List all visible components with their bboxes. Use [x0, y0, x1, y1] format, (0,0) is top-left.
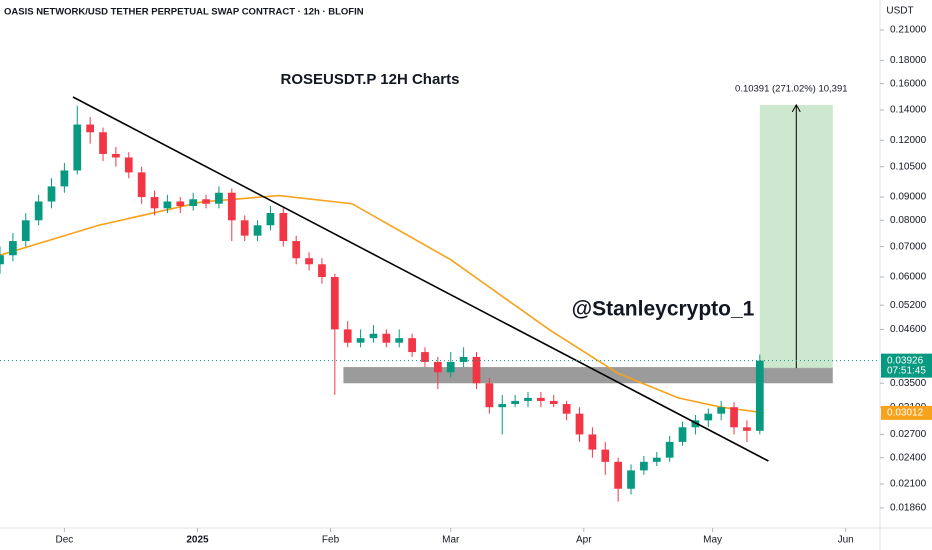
countdown: 07:51:45 — [887, 365, 926, 376]
y-tick-label: 0.08000 — [890, 215, 927, 226]
candle-body — [343, 329, 352, 343]
candle-body — [755, 360, 764, 431]
candle-body — [318, 264, 326, 278]
y-tick-label: 0.16000 — [890, 78, 927, 89]
candle-body — [562, 404, 571, 414]
candle-body — [240, 220, 249, 236]
x-tick-label: Apr — [576, 535, 592, 546]
candle-body — [266, 213, 275, 226]
candle-body — [0, 255, 4, 265]
candle-body — [421, 352, 429, 362]
candle-body — [382, 333, 391, 343]
chart-title: OASIS NETWORK/USD TETHER PERPETUAL SWAP … — [4, 7, 364, 18]
candle-body — [472, 356, 481, 384]
x-tick-label: Mar — [442, 535, 460, 546]
candle-body — [73, 124, 82, 171]
candle-body — [459, 356, 468, 362]
candle-body — [330, 277, 339, 330]
y-tick-label: 0.02100 — [890, 479, 927, 490]
candle-body — [640, 461, 648, 471]
ma-tag — [881, 405, 932, 420]
x-tick-label: 2025 — [186, 535, 209, 546]
candle-body — [511, 400, 519, 405]
candle-body — [150, 197, 159, 209]
candle-body — [163, 201, 172, 209]
candle-body — [369, 333, 378, 339]
y-tick-label: 0.18000 — [890, 55, 927, 66]
candle-body — [524, 397, 532, 401]
y-tick-label: 0.02700 — [890, 429, 927, 440]
arrow-head — [791, 103, 801, 113]
y-tick-label: 0.14000 — [890, 105, 927, 116]
x-tick-label: May — [703, 535, 722, 546]
candle-body — [704, 413, 713, 421]
x-tick-label: Feb — [322, 535, 340, 546]
y-tick-label: 0.09000 — [890, 192, 927, 203]
candle-body — [202, 199, 210, 204]
candle-body — [743, 427, 751, 431]
candle-body — [433, 361, 442, 373]
y-tick-label: 0.05200 — [890, 300, 927, 311]
candle-body — [691, 420, 700, 428]
candle-body — [112, 153, 120, 158]
y-tick-label: 0.02400 — [890, 452, 927, 463]
candle-body — [395, 338, 404, 343]
candle-body — [176, 201, 185, 207]
candle-body — [575, 413, 584, 435]
candle-body — [215, 192, 223, 204]
axis-unit: USDT — [886, 6, 913, 17]
candle-body — [717, 407, 726, 414]
y-tick-label: 0.21000 — [890, 25, 927, 36]
candle-body — [124, 157, 133, 173]
candle-body — [305, 258, 313, 265]
candle-body — [34, 201, 43, 221]
candle-body — [730, 407, 738, 428]
annotation: @Stanleycrypto_1 — [572, 298, 755, 321]
candle-body — [549, 400, 558, 405]
candle-body — [227, 192, 236, 221]
candle-body — [21, 220, 30, 242]
trendline — [72, 96, 769, 462]
ma-label: 0.03012 — [887, 408, 924, 419]
candle-body — [137, 172, 146, 198]
target-label: 0.10391 (271.02%) 10,391 — [735, 83, 848, 94]
candle-body — [86, 124, 95, 133]
candle-body — [99, 132, 107, 154]
last-price-label: 0.03926 — [887, 355, 924, 366]
candle-body — [292, 241, 301, 259]
support-zone — [343, 367, 833, 384]
candle-body — [485, 383, 494, 408]
y-tick-label: 0.04600 — [890, 324, 927, 335]
y-tick-label: 0.06000 — [890, 272, 927, 283]
y-tick-label: 0.07000 — [890, 241, 927, 252]
y-tick-label: 0.03500 — [890, 378, 927, 389]
last-price-tag — [881, 353, 932, 378]
candle-body — [408, 338, 416, 353]
x-tick-label: Dec — [55, 535, 73, 546]
candle-body — [356, 338, 365, 343]
candle-body — [47, 186, 56, 202]
candle-body — [498, 404, 507, 408]
candle-body — [665, 441, 674, 458]
y-tick-label: 0.01860 — [890, 503, 927, 514]
candle-body — [9, 241, 17, 256]
annotation: ROSEUSDT.P 12H Charts — [281, 71, 460, 88]
candle-body — [601, 449, 610, 462]
x-tick-label: Jun — [838, 535, 854, 546]
candle-body — [627, 470, 635, 489]
candle-body — [678, 427, 687, 442]
candle-body — [189, 199, 198, 207]
candle-body — [279, 213, 288, 242]
y-tick-label: 0.12000 — [890, 135, 927, 146]
candle-body — [652, 457, 661, 462]
candle-body — [446, 361, 455, 373]
candle-body — [537, 397, 545, 401]
candle-body — [614, 461, 623, 489]
y-tick-label: 0.10500 — [890, 161, 927, 172]
candle-body — [588, 434, 597, 450]
candle-body — [253, 225, 262, 236]
candle-body — [60, 170, 69, 187]
